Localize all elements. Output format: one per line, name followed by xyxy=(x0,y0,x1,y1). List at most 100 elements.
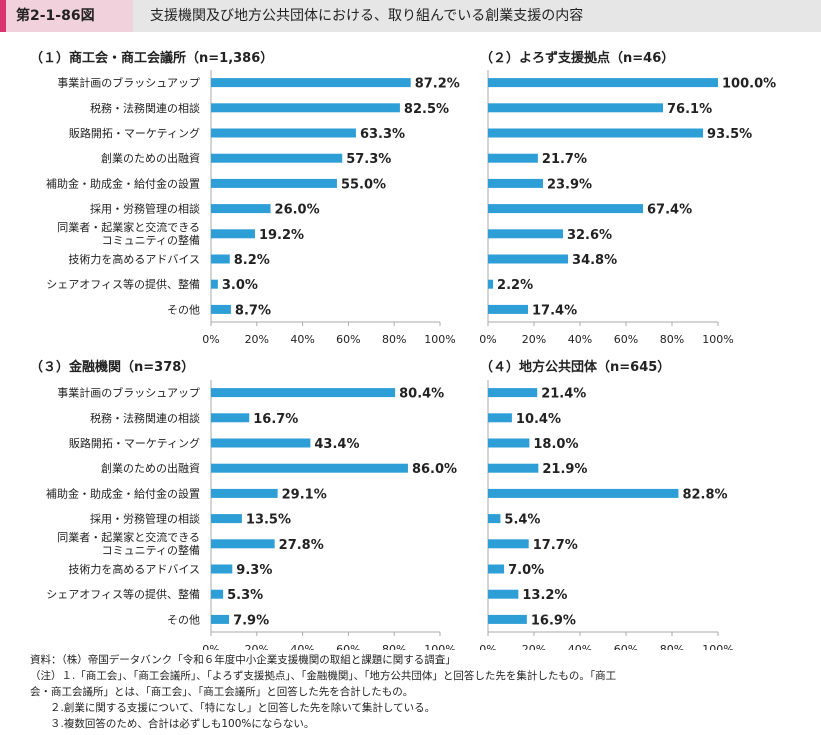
chart-title-3: （３）金融機関（n=378） xyxy=(30,359,194,375)
bar-value-label: 93.5% xyxy=(707,127,752,142)
bar xyxy=(211,229,255,239)
x-tick-label: 100% xyxy=(702,643,733,650)
x-tick-label: 60% xyxy=(336,643,360,650)
bar-value-label: 9.3% xyxy=(236,563,272,578)
bar-value-label: 67.4% xyxy=(647,203,692,218)
bar-value-label: 29.1% xyxy=(282,487,327,502)
bar-value-label: 57.3% xyxy=(346,152,391,167)
x-tick-label: 60% xyxy=(614,643,638,650)
x-tick-label: 0% xyxy=(202,333,219,346)
x-tick-label: 40% xyxy=(290,643,314,650)
category-label: 税務・法務関連の相談 xyxy=(90,101,200,115)
bar-value-label: 32.6% xyxy=(567,228,612,243)
category-label: 販路開拓・マーケティング xyxy=(69,126,200,140)
bar xyxy=(211,78,411,88)
bar xyxy=(211,304,231,314)
bar xyxy=(211,589,224,599)
bar xyxy=(211,438,311,448)
charts-canvas: （１）商工会・商工会議所（n=1,386） 0% 20% 40% 60% 80% 100% 8… xyxy=(30,50,776,650)
chart-title-1: （１）商工会・商工会議所（n=1,386） xyxy=(30,50,273,66)
x-tick-label: 80% xyxy=(660,333,684,346)
note-3: ３.複数回答のため、合計は必ずしも100%にならない。 xyxy=(50,718,315,730)
category-label: シェアオフィス等の提供、整備 xyxy=(46,277,200,291)
x-tick-label: 20% xyxy=(522,333,546,346)
x-tick-label: 40% xyxy=(290,333,314,346)
x-tick-label: 80% xyxy=(382,333,406,346)
bar xyxy=(211,254,230,264)
bar-value-label: 82.5% xyxy=(404,102,449,117)
bar xyxy=(488,514,501,524)
bar xyxy=(211,539,275,549)
bar xyxy=(488,388,538,398)
bar xyxy=(488,614,527,624)
bar xyxy=(211,514,242,524)
bar xyxy=(488,463,539,473)
bar-value-label: 100.0% xyxy=(722,77,776,92)
bar-value-label: 80.4% xyxy=(399,387,444,402)
bar xyxy=(211,614,230,624)
bar xyxy=(488,488,679,498)
bar-value-label: 23.9% xyxy=(547,177,592,192)
bar-value-label: 3.0% xyxy=(222,278,258,293)
bar xyxy=(488,204,644,214)
x-tick-label: 100% xyxy=(424,643,455,650)
bar-value-label: 5.3% xyxy=(227,588,263,603)
x-tick-label: 80% xyxy=(660,643,684,650)
source-note: 資料：（株）帝国データバンク「令和６年度中小企業支援機関の取組と課題に関する調査… xyxy=(30,654,456,666)
bar xyxy=(211,463,408,473)
bar xyxy=(488,564,505,574)
bar xyxy=(211,178,337,188)
category-label: 技術力を高めるアドバイス xyxy=(68,252,200,266)
bar-value-label: 34.8% xyxy=(572,253,617,268)
bar xyxy=(211,388,396,398)
notes-block: 資料：（株）帝国データバンク「令和６年度中小企業支援機関の取組と課題に関する調査… xyxy=(30,652,800,732)
category-label: 採用・労務管理の相談 xyxy=(90,512,200,526)
bar-value-label: 26.0% xyxy=(275,203,320,218)
bar-value-label: 19.2% xyxy=(259,228,304,243)
x-tick-label: 40% xyxy=(568,643,592,650)
bar xyxy=(488,438,530,448)
bar xyxy=(211,488,278,498)
bar-value-label: 17.4% xyxy=(532,303,577,318)
bar-value-label: 63.3% xyxy=(360,127,405,142)
bar-value-label: 2.2% xyxy=(497,278,533,293)
bar-value-label: 43.4% xyxy=(314,437,359,452)
bar-value-label: 21.9% xyxy=(542,462,587,477)
category-label: 事業計画のブラッシュアップ xyxy=(57,76,200,90)
x-tick-label: 80% xyxy=(382,643,406,650)
bar xyxy=(488,128,704,138)
bar-value-label: 27.8% xyxy=(279,538,324,553)
category-label: 創業のための出融資 xyxy=(101,151,200,165)
bar-value-label: 86.0% xyxy=(412,462,457,477)
bar xyxy=(211,153,343,163)
bar xyxy=(211,204,271,214)
bar xyxy=(488,178,543,188)
category-label: 技術力を高めるアドバイス xyxy=(68,562,200,576)
bar-value-label: 17.7% xyxy=(533,538,578,553)
note-2: ２.創業に関する支援について、「特になし」と回答した先を除いて集計している。 xyxy=(50,702,436,714)
category-label: その他 xyxy=(167,613,200,626)
note-1: （注）１.「商工会」、「商工会議所」、「よろず支援拠点」、「金融機関」、「地方公… xyxy=(30,670,617,682)
category-label: 事業計画のブラッシュアップ xyxy=(57,386,200,400)
figure-header: 第2-1-86図 支援機関及び地方公共団体における、取り組んでいる創業支援の内容 xyxy=(0,0,821,32)
chart-title-2: （２）よろず支援拠点（n=46） xyxy=(480,50,674,66)
bar-value-label: 18.0% xyxy=(533,437,578,452)
x-tick-label: 0% xyxy=(202,643,219,650)
note-1-cont: 会・商工会議所」とは、「商工会」、「商工会議所」と回答した先を合計したもの。 xyxy=(30,686,414,698)
bar xyxy=(488,539,529,549)
figure-number: 第2-1-86図 xyxy=(0,0,133,32)
bar xyxy=(488,589,519,599)
x-tick-label: 60% xyxy=(336,333,360,346)
category-label: その他 xyxy=(167,303,200,316)
bar-value-label: 7.9% xyxy=(233,613,269,628)
category-label: 販路開拓・マーケティング xyxy=(69,436,200,450)
bar-value-label: 76.1% xyxy=(667,102,712,117)
bar xyxy=(211,128,356,138)
bar xyxy=(488,254,569,264)
bar-value-label: 13.2% xyxy=(522,588,567,603)
bar-value-label: 8.2% xyxy=(234,253,270,268)
bar xyxy=(488,153,538,163)
bar-value-label: 8.7% xyxy=(235,303,271,318)
bar-value-label: 87.2% xyxy=(415,77,460,92)
figure-title: 支援機関及び地方公共団体における、取り組んでいる創業支援の内容 xyxy=(150,8,584,24)
